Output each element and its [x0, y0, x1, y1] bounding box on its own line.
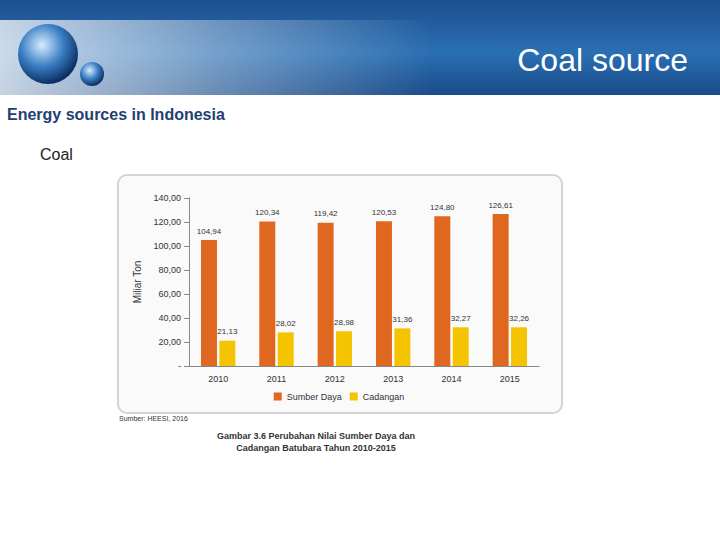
svg-text:32,27: 32,27 [451, 314, 472, 323]
svg-text:31,36: 31,36 [392, 315, 413, 324]
svg-text:80,00: 80,00 [158, 265, 181, 275]
html-text:Coal source: Coal source [517, 42, 688, 78]
svg-text:20,00: 20,00 [158, 337, 181, 347]
svg-text:21,13: 21,13 [217, 327, 238, 336]
svg-text:126,61: 126,61 [488, 201, 513, 210]
svg-text:140,00: 140,00 [153, 193, 181, 203]
svg-text:2014: 2014 [441, 374, 461, 384]
svg-text:2011: 2011 [267, 374, 286, 384]
svg-text:-: - [178, 361, 181, 371]
svg-text:40,00: 40,00 [158, 313, 181, 323]
svg-text:32,26: 32,26 [509, 314, 530, 323]
svg-text:2012: 2012 [325, 374, 345, 384]
html-text:Coal: Coal [40, 146, 73, 163]
svg-text:120,53: 120,53 [372, 208, 397, 217]
html-text:Energy sources in Indonesia: Energy sources in Indonesia [7, 106, 225, 123]
svg-text:2010: 2010 [208, 374, 228, 384]
svg-text:120,34: 120,34 [255, 208, 280, 217]
svg-text:Sumber Daya: Sumber Daya [287, 392, 342, 402]
svg-text:2013: 2013 [383, 374, 403, 384]
html-text:Sumber: HEESI, 2016: Sumber: HEESI, 2016 [119, 415, 188, 422]
svg-text:60,00: 60,00 [158, 289, 181, 299]
svg-text:2015: 2015 [500, 374, 520, 384]
html-text:Gambar 3.6 Perubahan Nilai Sum: Gambar 3.6 Perubahan Nilai Sumber Daya d… [217, 431, 415, 453]
svg-text:Miliar Ton: Miliar Ton [132, 261, 143, 304]
svg-text:120,00: 120,00 [153, 217, 181, 227]
svg-text:119,42: 119,42 [314, 209, 338, 218]
svg-text:Cadangan: Cadangan [363, 392, 405, 402]
svg-text:104,94: 104,94 [197, 227, 222, 236]
svg-text:28,98: 28,98 [334, 318, 355, 327]
svg-text:124,80: 124,80 [430, 203, 455, 212]
svg-text:28,02: 28,02 [276, 319, 297, 328]
svg-text:100,00: 100,00 [153, 241, 181, 251]
